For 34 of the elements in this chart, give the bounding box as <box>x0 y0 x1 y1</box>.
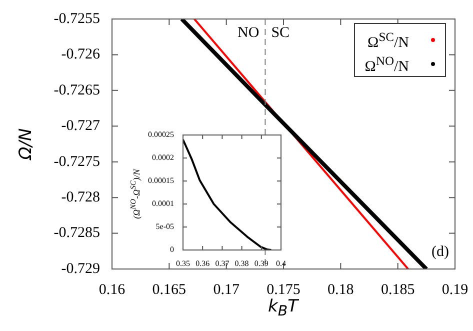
legend-label: Ω$^{SC}$/N <box>368 30 409 51</box>
y-tick-label: -0.7265 <box>54 82 100 98</box>
annotation: (d) <box>432 244 449 260</box>
x-tick-label: 0.185 <box>380 282 415 298</box>
x-tick-label: 0.38 <box>234 258 249 268</box>
y-tick-label: -0.726 <box>61 46 100 63</box>
y-axis-title: Ω/N <box>16 128 36 160</box>
y-tick-label: 0.00015 <box>148 176 174 186</box>
x-tick-label: 0.39 <box>254 258 268 268</box>
y-tick-label: -0.7285 <box>54 225 100 242</box>
x-tick-label: 0.17 <box>213 282 240 298</box>
y-tick-label: 0.0002 <box>152 153 174 162</box>
y-tick-label: 0 <box>170 245 174 254</box>
x-tick-label: 0.36 <box>196 258 210 268</box>
x-tick-label: 0.16 <box>98 282 126 298</box>
y-tick-label: -0.7255 <box>54 10 100 27</box>
x-tick-label: 0.175 <box>266 282 300 298</box>
x-tick-label: 0.18 <box>328 282 354 298</box>
x-tick-label: 0.4 <box>276 258 286 268</box>
y-tick-label: 0.00025 <box>148 130 174 140</box>
annotation: NO <box>238 24 260 41</box>
x-tick-label: 0.19 <box>442 282 468 298</box>
legend-label: Ω$^{NO}$/N <box>364 54 409 75</box>
y-tick-label: 5e-05 <box>156 222 174 232</box>
x-tick-label: 0.165 <box>152 282 186 298</box>
y-tick-label: 0.0001 <box>152 199 174 208</box>
y-tick-label: -0.727 <box>61 118 100 134</box>
annotation: SC <box>271 24 290 41</box>
x-tick-label: 0.35 <box>176 258 190 268</box>
y-tick-label: -0.7275 <box>54 154 100 170</box>
y-tick-label: -0.728 <box>61 190 100 206</box>
y-tick-label: -0.729 <box>61 260 100 277</box>
x-tick-label: 0.37 <box>215 258 230 268</box>
x-axis-title: k$_{B}$T <box>268 296 298 320</box>
